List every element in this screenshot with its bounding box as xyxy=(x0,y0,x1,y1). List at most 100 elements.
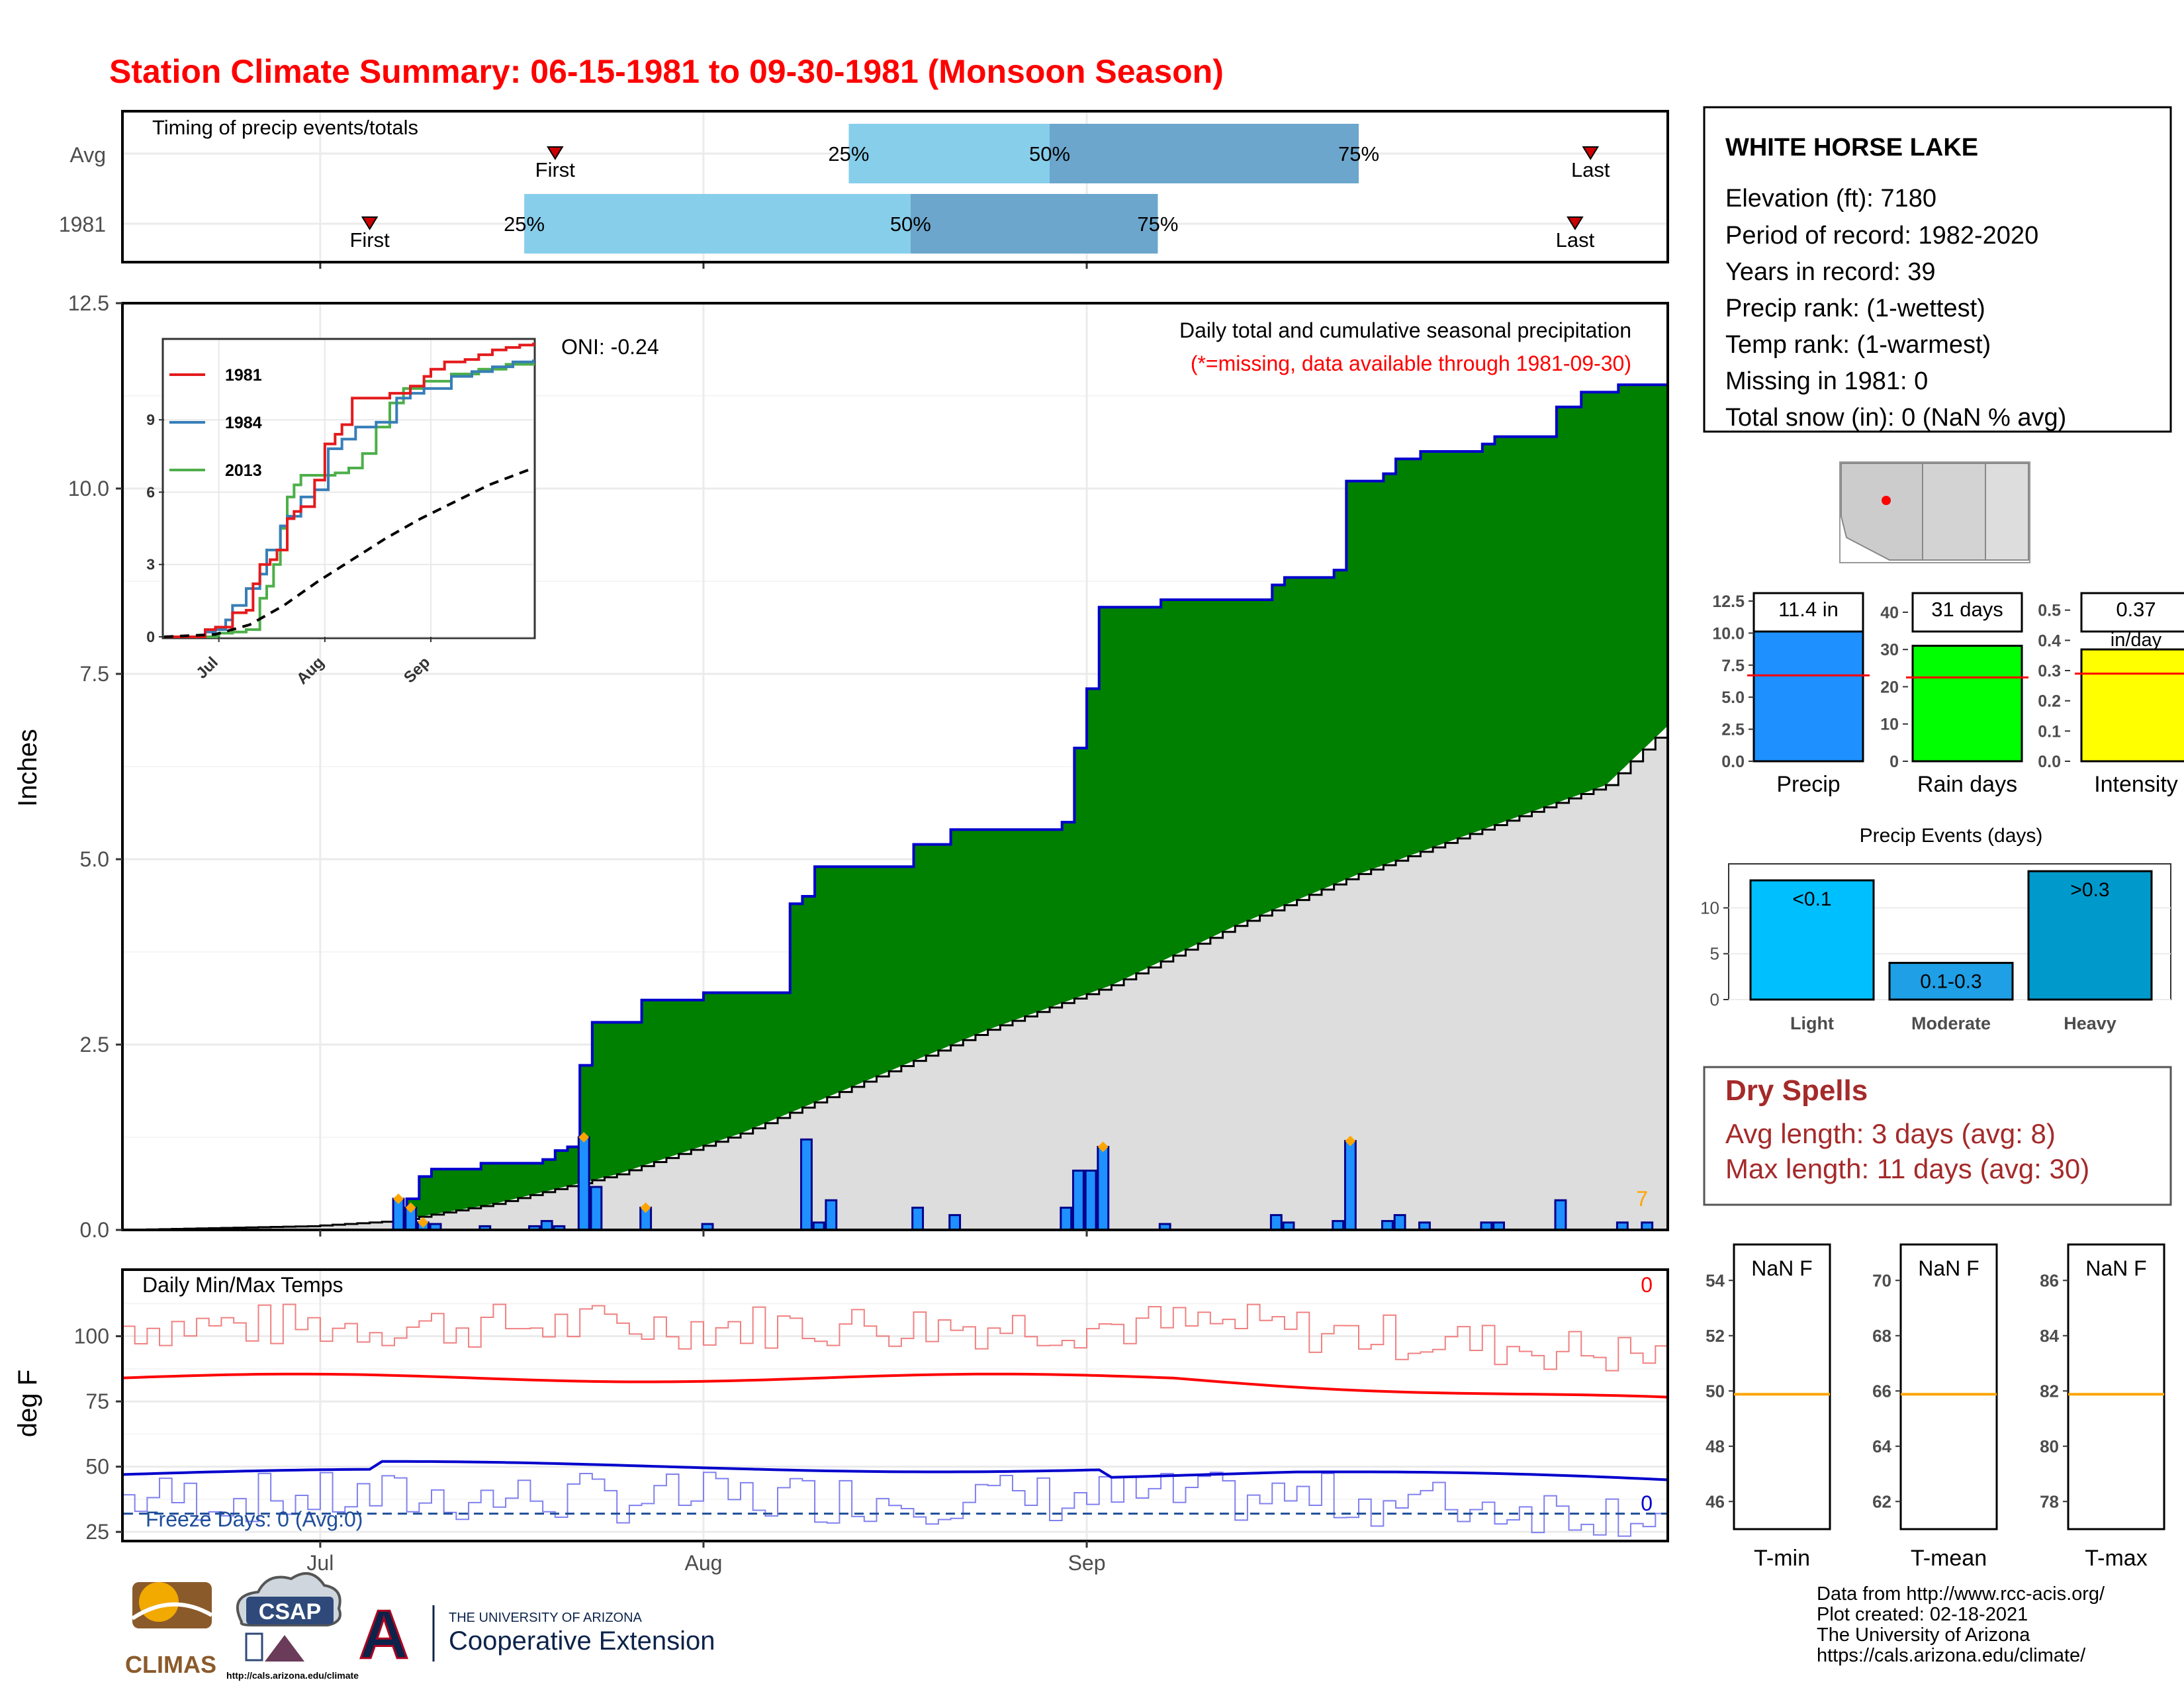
temp-box-value: NaN F xyxy=(1918,1256,1979,1280)
precip-legend-subtitle: (*=missing, data available through 1981-… xyxy=(1191,352,1631,375)
temp-panel-title: Daily Min/Max Temps xyxy=(142,1273,343,1297)
station-name: WHITE HORSE LAKE xyxy=(1725,134,1978,162)
precip-ytick-label: 12.5 xyxy=(68,291,109,315)
timing-first-marker xyxy=(547,146,564,160)
daily-precip-bar xyxy=(1554,1199,1567,1231)
timing-q50-label: 50% xyxy=(890,212,931,236)
timing-frame xyxy=(121,110,1669,263)
summary-value-box xyxy=(2080,592,2184,633)
page-title: Station Climate Summary: 06-15-1981 to 0… xyxy=(109,53,1224,90)
csap-url: http://cals.arizona.edu/climate xyxy=(226,1670,359,1681)
precip-ytick-label: 2.5 xyxy=(80,1033,109,1056)
timing-row-label-year: 1981 xyxy=(59,212,106,236)
daily-precip-bar xyxy=(1060,1206,1073,1231)
csap-building-icon xyxy=(245,1632,263,1662)
footer-line: Plot created: 02-18-2021 xyxy=(1817,1604,2028,1625)
daily-precip-bar xyxy=(911,1206,925,1231)
temp-box-ytick-label: 52 xyxy=(1706,1326,1725,1346)
station-line: Elevation (ft): 7180 xyxy=(1725,185,1936,212)
precip-above-average-area xyxy=(122,385,1668,1231)
map-new-mexico xyxy=(1922,463,1986,561)
dry-spells-frame xyxy=(1703,1066,2172,1206)
temp-box-ytick-label: 66 xyxy=(1872,1381,1891,1401)
summary-ytick-label: 0.3 xyxy=(2038,662,2061,680)
timing-first-label: First xyxy=(349,228,390,252)
summary-bar-precip: 11.4 in 0.0 2.5 5.0 7.5 10.0 12.5 Precip xyxy=(1712,592,1870,797)
daily-max-temp-line xyxy=(122,1303,1668,1372)
temp-box-ytick-label: 82 xyxy=(2040,1381,2059,1401)
precip-ytick-label: 0.0 xyxy=(80,1218,109,1242)
footer-line: The University of Arizona xyxy=(1817,1624,2030,1646)
temp-box-label: T-max xyxy=(2085,1546,2147,1571)
station-frame xyxy=(1703,106,2172,433)
summary-value-label: 31 days xyxy=(1931,598,2003,621)
timing-panel: 25% 50% 75% First Last 25% 50% 75% First Last Tim… xyxy=(59,110,1669,269)
precip-event-marker xyxy=(392,1193,404,1204)
ua-logo: A THE UNIVERSITY OF ARIZONA Cooperative … xyxy=(358,1596,715,1675)
temp-box-ytick-label: 68 xyxy=(1872,1326,1891,1346)
freeze-days-label: Freeze Days: 0 (Avg:0) xyxy=(146,1507,363,1531)
inset-legend-label: 1984 xyxy=(225,414,262,432)
precip-event-marker xyxy=(1097,1141,1109,1152)
summary-bar-label: Intensity xyxy=(2094,772,2178,797)
temp-xtick-label: Jul xyxy=(306,1551,334,1575)
timing-first-marker xyxy=(361,216,379,230)
temp-box-frame xyxy=(1899,1243,1998,1530)
events-bar xyxy=(1888,962,2014,1001)
corner-count: 7 xyxy=(1636,1187,1648,1211)
station-line: Missing in 1981: 0 xyxy=(1725,367,1928,395)
temp-box-ytick-label: 50 xyxy=(1706,1381,1725,1401)
summary-bars: 11.4 in 0.0 2.5 5.0 7.5 10.0 12.5 Precip 31 days… xyxy=(1712,592,2184,797)
temp-boxes: NaN F 46 48 50 52 54 T-min NaN F 62 64 66 68 70 T-mea… xyxy=(1706,1243,2165,1571)
daily-precip-bar xyxy=(590,1186,603,1231)
summary-bar xyxy=(1911,645,2023,763)
temp-box-label: T-min xyxy=(1754,1546,1810,1571)
temp-plot-bg xyxy=(122,1270,1668,1541)
station-line: Period of record: 1982-2020 xyxy=(1725,222,2038,250)
summary-ytick-label: 5.0 xyxy=(1721,688,1745,707)
precip-event-marker xyxy=(640,1202,651,1213)
summary-ytick-label: 0 xyxy=(1889,753,1899,771)
events-ytick-label: 5 xyxy=(1710,944,1719,964)
summary-value-box xyxy=(1911,592,2023,633)
temp-box-ytick-label: 70 xyxy=(1872,1270,1891,1290)
timing-box-upper xyxy=(910,194,1158,254)
climas-logo: CLIMAS xyxy=(125,1582,216,1678)
precip-events-chart: Precip Events (days) 0 5 10 <0.1 Light 0.1-0.… xyxy=(1700,825,2171,1033)
daily-precip-bar xyxy=(1097,1146,1110,1231)
daily-precip-bar xyxy=(577,1136,590,1231)
precip-event-marker xyxy=(578,1132,590,1143)
daily-precip-bar xyxy=(1269,1214,1283,1231)
timing-q75-label: 75% xyxy=(1338,142,1379,165)
temp-xtick-label: Sep xyxy=(1068,1551,1106,1575)
csap-logo: CSAP http://cals.arizona.edu/climate xyxy=(226,1572,359,1681)
timing-q25-label: 25% xyxy=(828,142,869,165)
daily-precip-bar xyxy=(800,1138,813,1231)
daily-precip-bar xyxy=(948,1214,962,1231)
summary-ytick-label: 40 xyxy=(1880,604,1899,622)
events-bar-label: >0.3 xyxy=(2070,879,2109,901)
temp-box-frame xyxy=(1733,1243,1831,1530)
events-ytick-label: 10 xyxy=(1700,898,1719,917)
station-line: Precip rank: (1-wettest) xyxy=(1725,295,1985,322)
inset-ytick-label: 9 xyxy=(146,411,155,428)
timing-box-lower xyxy=(848,124,1050,183)
summary-ytick-label: 0.4 xyxy=(2038,632,2061,650)
station-line: Total snow (in): 0 (NaN % avg) xyxy=(1725,404,2066,432)
timing-last-marker xyxy=(1567,216,1584,230)
temp-ytick-label: 25 xyxy=(85,1520,109,1544)
temp-ytick-label: 50 xyxy=(85,1455,109,1479)
temp-box-ytick-label: 64 xyxy=(1872,1436,1891,1456)
inset-legend-label: 2013 xyxy=(225,461,262,480)
timing-last-label: Last xyxy=(1556,228,1595,252)
dry-spells-title: Dry Spells xyxy=(1725,1074,1868,1107)
summary-ytick-label: 2.5 xyxy=(1721,721,1745,739)
summary-ytick-label: 30 xyxy=(1880,641,1899,659)
avg-max-temp-line xyxy=(122,1372,1668,1399)
precip-frame xyxy=(121,302,1669,1231)
summary-ytick-label: 0.0 xyxy=(1721,753,1745,771)
precip-legend-title: Daily total and cumulative seasonal prec… xyxy=(1179,318,1631,342)
precip-average-area xyxy=(122,726,1668,1230)
csap-mountain-icon xyxy=(265,1635,304,1662)
